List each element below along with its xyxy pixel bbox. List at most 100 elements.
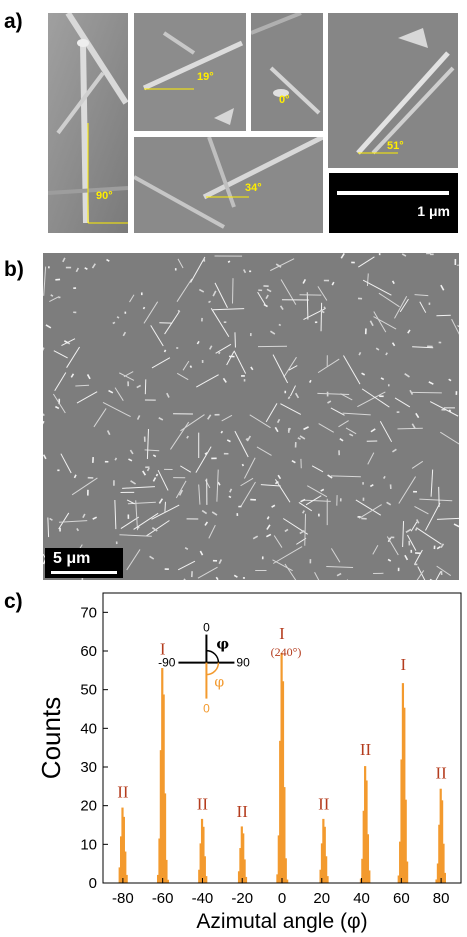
nanowire: [144, 449, 160, 452]
nanowire: [176, 278, 193, 302]
nanowire: [221, 414, 233, 422]
nanowire: [119, 534, 152, 537]
nanowire: [250, 366, 254, 371]
nanowire: [378, 292, 400, 308]
histogram-bar: [161, 668, 164, 883]
nanowire: [70, 373, 75, 378]
nanowire: [280, 279, 297, 305]
histogram-bar: [359, 878, 363, 883]
nanowire: [149, 555, 155, 560]
nanowire: [306, 485, 328, 498]
x-tick-label: -80: [112, 890, 134, 907]
nanowire: [304, 513, 307, 546]
y-tick-label: 0: [89, 875, 97, 892]
nanowire: [186, 435, 189, 439]
nanowire: [410, 521, 418, 532]
nanowire: [397, 427, 423, 430]
nanowire: [317, 358, 340, 374]
nanowire: [146, 428, 149, 460]
nanowire: [419, 301, 427, 313]
nanowire: [435, 571, 442, 580]
nanowire: [170, 421, 190, 450]
nanowire: [122, 331, 127, 337]
nanowire: [340, 253, 345, 259]
histogram-bar: [162, 694, 165, 883]
peak-label: II: [197, 794, 209, 813]
nanowire: [195, 446, 212, 473]
nanowire: [301, 510, 305, 514]
nanowire: [137, 526, 140, 529]
nanowire: [419, 498, 453, 502]
nanowire: [58, 520, 88, 523]
histogram-bar: [121, 807, 124, 883]
nanowire: [411, 423, 416, 430]
inset-arc-bottom: [206, 662, 220, 676]
nanowire: [63, 340, 69, 344]
nanowire: [406, 534, 417, 551]
nanowire: [130, 480, 137, 485]
nanowire: [456, 264, 459, 266]
histogram-bar: [277, 835, 280, 883]
histogram-bar: [286, 879, 289, 883]
peak-label: I: [160, 640, 166, 659]
inset-phi-top: φ: [216, 637, 229, 653]
histogram-bar: [199, 843, 202, 883]
nanowire: [361, 372, 366, 376]
nanowire: [323, 306, 327, 310]
nanowire: [218, 559, 223, 565]
nanowire: [314, 572, 320, 580]
nanowire: [373, 311, 387, 333]
nanowire: [177, 560, 196, 571]
nanowire: [386, 536, 399, 556]
histogram-bar: [364, 766, 367, 883]
nanowire: [338, 420, 349, 428]
x-tick-label: 60: [393, 890, 410, 907]
nanowire: [330, 407, 345, 416]
nanowire: [108, 389, 114, 394]
nanowire: [430, 469, 434, 497]
nanowire: [436, 545, 441, 550]
nanowire: [276, 418, 281, 424]
nanowire: [204, 452, 208, 455]
sem-image-90: [48, 13, 128, 233]
nanowire: [453, 523, 459, 528]
nanowire: [190, 256, 206, 283]
nanowire: [382, 475, 386, 479]
nanowire: [208, 524, 216, 539]
nanowire: [152, 454, 157, 458]
nanowire: [204, 479, 211, 489]
nanowire: [175, 480, 187, 499]
nanowire: [215, 576, 219, 580]
nanowire: [298, 502, 313, 512]
nanowire: [71, 477, 98, 496]
nanowire: [330, 475, 361, 478]
nanowire: [260, 484, 281, 487]
histogram-bar: [122, 816, 125, 883]
angle-label-34: 34°: [245, 182, 262, 194]
nanowire: [226, 439, 231, 443]
nanowire: [436, 565, 452, 576]
nanowire: [76, 391, 98, 404]
nanowire: [282, 518, 309, 535]
nanowire: [53, 350, 68, 359]
nanowire: [211, 511, 218, 516]
nanowire: [367, 452, 375, 465]
histogram-bar: [118, 867, 121, 883]
x-tick-label: 80: [433, 890, 450, 907]
histogram-bar: [366, 834, 370, 883]
nanowire: [122, 486, 155, 489]
nanowire: [75, 267, 80, 273]
nanowire: [361, 388, 390, 408]
nanowire: [199, 550, 204, 556]
nanowire: [289, 385, 296, 397]
nanowire: [265, 294, 269, 300]
nanowire: [417, 566, 426, 580]
nanowire: [86, 374, 91, 380]
histogram-bar: [441, 800, 444, 883]
nanowire: [265, 403, 278, 423]
nanowire: [274, 481, 279, 485]
nanowire: [391, 342, 396, 347]
nanowire: [93, 408, 107, 428]
nanowire: [308, 379, 312, 383]
nanowire: [271, 504, 276, 508]
